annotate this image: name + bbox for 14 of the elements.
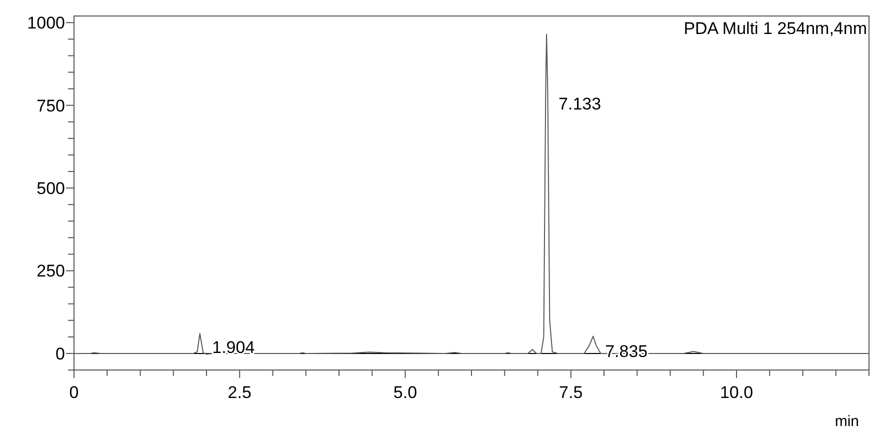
annotation: PDA Multi 1 254nm,4nm	[684, 19, 867, 38]
y-tick-label: 750	[36, 96, 65, 116]
y-tick-label: 250	[36, 262, 65, 281]
y-tick-label: 0	[56, 344, 65, 364]
y-tick-label: 1000	[27, 14, 65, 33]
annotation: 1.904	[212, 338, 255, 357]
x-axis-title: min	[834, 413, 859, 430]
y-tick-label: 500	[36, 178, 65, 198]
x-tick-label: 7.5	[559, 383, 583, 402]
x-tick-label: 5.0	[393, 383, 418, 402]
annotation: 7.133	[558, 94, 602, 114]
x-tick-label: 0	[69, 383, 79, 402]
x-tick-label: 2.5	[228, 383, 252, 402]
x-tick-label: 10.0	[720, 383, 754, 402]
